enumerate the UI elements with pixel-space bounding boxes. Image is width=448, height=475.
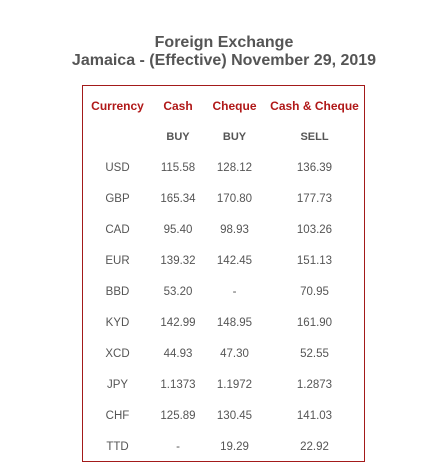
table-row: XCD 44.93 47.30 52.55 [83, 338, 364, 369]
cheque-buy-rate: 19.29 [220, 440, 249, 453]
currency-code: BBD [105, 285, 130, 298]
table-row: GBP 165.34 170.80 177.73 [83, 183, 364, 214]
currency-code: CHF [105, 409, 130, 422]
subheader-row: BUY BUY SELL [83, 121, 364, 152]
sell-rate: 177.73 [296, 192, 333, 205]
subheader-cash-buy: BUY [166, 130, 190, 143]
table-row: EUR 139.32 142.45 151.13 [83, 245, 364, 276]
title-line-1: Foreign Exchange [154, 34, 294, 51]
currency-code: JPY [106, 378, 129, 391]
cheque-buy-rate: 142.45 [216, 254, 253, 267]
cheque-buy-rate: 1.1972 [216, 378, 253, 391]
cheque-buy-rate: 170.80 [216, 192, 253, 205]
header-currency: Currency [91, 98, 144, 113]
currency-code: TTD [106, 440, 129, 453]
subheader-cheque-buy: BUY [222, 130, 247, 143]
table-row: TTD - 19.29 22.92 [83, 431, 364, 462]
sell-rate: 151.13 [296, 254, 333, 267]
subheader-sell: SELL [300, 130, 329, 143]
sell-rate: 22.92 [300, 440, 329, 453]
title-line-2: Jamaica - (Effective) November 29, 2019 [71, 52, 377, 69]
cheque-buy-rate: - [232, 285, 237, 298]
cheque-buy-rate: 47.30 [220, 347, 249, 360]
table-row: CAD 95.40 98.93 103.26 [83, 214, 364, 245]
currency-code: CAD [105, 223, 130, 236]
page-title: Foreign Exchange Jamaica - (Effective) N… [0, 34, 448, 70]
sell-rate: 70.95 [300, 285, 329, 298]
currency-code: USD [105, 161, 130, 174]
cash-buy-rate: - [176, 440, 180, 453]
cash-buy-rate: 125.89 [160, 409, 196, 422]
cheque-buy-rate: 130.45 [216, 409, 253, 422]
table-row: CHF 125.89 130.45 141.03 [83, 400, 364, 431]
cash-buy-rate: 95.40 [163, 223, 193, 236]
sell-rate: 136.39 [296, 161, 333, 174]
header-row: Currency Cash Cheque Cash & Cheque [83, 90, 364, 121]
table-row: JPY 1.1373 1.1972 1.2873 [83, 369, 364, 400]
exchange-rates-box: Currency Cash Cheque Cash & Cheque BUY B… [82, 85, 365, 462]
cash-buy-rate: 1.1373 [160, 378, 196, 391]
sell-rate: 103.26 [296, 223, 333, 236]
cash-buy-rate: 165.34 [160, 192, 196, 205]
sell-rate: 141.03 [296, 409, 333, 422]
currency-code: KYD [105, 316, 130, 329]
table-row: KYD 142.99 148.95 161.90 [83, 307, 364, 338]
currency-code: GBP [105, 192, 130, 205]
currency-code: EUR [105, 254, 130, 267]
cheque-buy-rate: 98.93 [220, 223, 249, 236]
cheque-buy-rate: 128.12 [216, 161, 253, 174]
cash-buy-rate: 115.58 [160, 161, 196, 174]
cash-buy-rate: 142.99 [160, 316, 196, 329]
table-row: BBD 53.20 - 70.95 [83, 276, 364, 307]
table-row: USD 115.58 128.12 136.39 [83, 152, 364, 183]
currency-code: XCD [105, 347, 130, 360]
header-cash: Cash [163, 98, 193, 113]
cheque-buy-rate: 148.95 [216, 316, 253, 329]
cash-buy-rate: 53.20 [163, 285, 193, 298]
header-cash-and-cheque: Cash & Cheque [270, 98, 359, 113]
sell-rate: 1.2873 [296, 378, 333, 391]
sell-rate: 161.90 [296, 316, 333, 329]
header-cheque: Cheque [212, 98, 257, 113]
exchange-rates-table: Currency Cash Cheque Cash & Cheque BUY B… [83, 90, 364, 462]
subheader-empty [83, 121, 152, 152]
cash-buy-rate: 44.93 [163, 347, 193, 360]
cash-buy-rate: 139.32 [160, 254, 196, 267]
sell-rate: 52.55 [300, 347, 329, 360]
